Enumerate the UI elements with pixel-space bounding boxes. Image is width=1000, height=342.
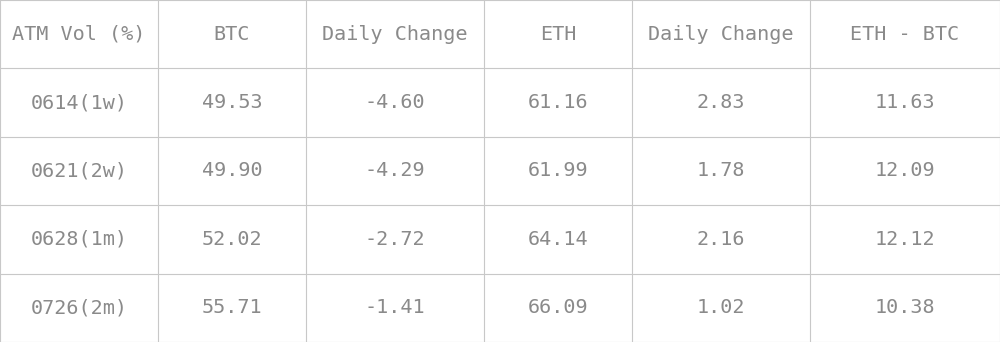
Text: 0628(1m): 0628(1m) — [30, 230, 128, 249]
Text: 1.02: 1.02 — [697, 298, 745, 317]
Text: -1.41: -1.41 — [365, 298, 425, 317]
Text: 49.90: 49.90 — [202, 161, 262, 181]
Text: ETH - BTC: ETH - BTC — [850, 25, 960, 44]
Text: ETH: ETH — [540, 25, 576, 44]
Text: 12.12: 12.12 — [875, 230, 935, 249]
Text: 52.02: 52.02 — [202, 230, 262, 249]
Text: Daily Change: Daily Change — [648, 25, 794, 44]
Text: -2.72: -2.72 — [365, 230, 425, 249]
Text: 64.14: 64.14 — [528, 230, 588, 249]
Text: -4.29: -4.29 — [365, 161, 425, 181]
Text: ATM Vol (%): ATM Vol (%) — [12, 25, 146, 44]
Text: 11.63: 11.63 — [875, 93, 935, 112]
Text: 55.71: 55.71 — [202, 298, 262, 317]
Text: 10.38: 10.38 — [875, 298, 935, 317]
Text: -4.60: -4.60 — [365, 93, 425, 112]
Text: 12.09: 12.09 — [875, 161, 935, 181]
Text: 66.09: 66.09 — [528, 298, 588, 317]
Text: 0621(2w): 0621(2w) — [30, 161, 128, 181]
Text: 61.99: 61.99 — [528, 161, 588, 181]
Text: 2.16: 2.16 — [697, 230, 745, 249]
Text: 2.83: 2.83 — [697, 93, 745, 112]
Text: Daily Change: Daily Change — [322, 25, 468, 44]
Text: BTC: BTC — [214, 25, 250, 44]
Text: 0726(2m): 0726(2m) — [30, 298, 128, 317]
Text: 49.53: 49.53 — [202, 93, 262, 112]
Text: 1.78: 1.78 — [697, 161, 745, 181]
Text: 61.16: 61.16 — [528, 93, 588, 112]
Text: 0614(1w): 0614(1w) — [30, 93, 128, 112]
